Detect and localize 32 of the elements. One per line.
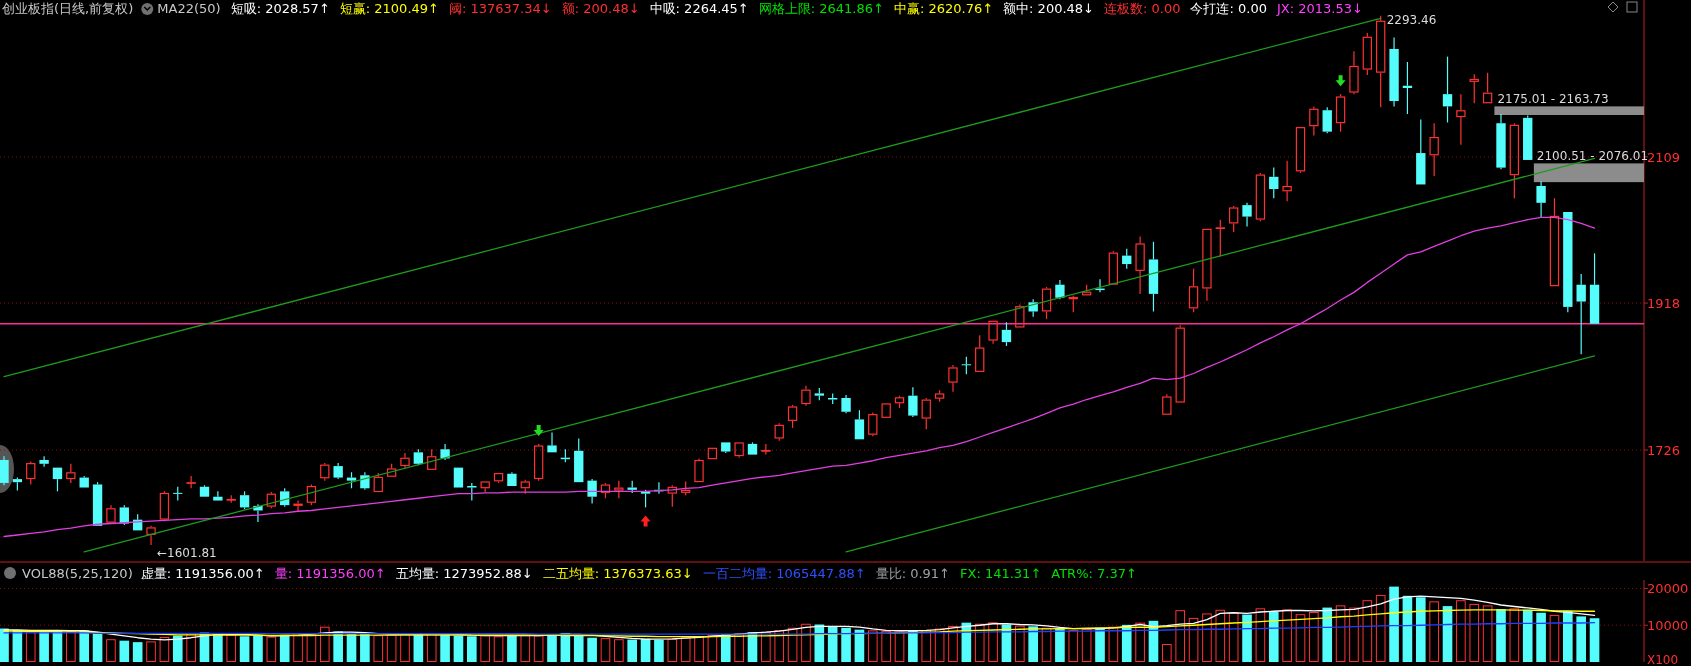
annotation: 连板数: 0.00: [1104, 1, 1181, 16]
annotation: 量: 1191356.00↑: [274, 566, 386, 581]
y-tick-label: 10000: [1647, 618, 1689, 634]
annotation: 2293.46: [1386, 12, 1437, 27]
annotation: 虚量: 1191356.00↑: [140, 566, 265, 581]
annotation: 额: 200.48↓: [561, 1, 640, 16]
annotation: ATR%: 7.37↑: [1051, 566, 1137, 581]
y-tick-label: 1918: [1647, 296, 1681, 312]
y-tick-label: 1726: [1647, 443, 1681, 459]
chart-title: 创业板指(日线,前复权): [2, 1, 134, 16]
band-label: 2175.01 - 2163.73: [1497, 92, 1609, 107]
annotation: 网格上限: 2641.86↑: [758, 1, 884, 16]
annotation: 二五均量: 1376373.63↓: [542, 566, 693, 581]
annotation: JX: 2013.53↓: [1275, 1, 1363, 16]
annotation: 短吸: 2028.57↑: [230, 1, 330, 16]
annotation: 额中: 200.48↓: [1003, 1, 1095, 16]
annotation: 短赢: 2100.49↑: [339, 1, 439, 16]
annotation: 五均量: 1273952.88↓: [395, 566, 533, 581]
chart-title: VOL88(5,25,120): [22, 566, 133, 581]
y-tick-label: 2109: [1647, 149, 1681, 165]
annotation: ←1601.81: [157, 546, 217, 561]
annotation: 阈: 137637.34↓: [448, 1, 552, 16]
annotation: 中吸: 2264.45↑: [649, 1, 749, 16]
annotation: 量比: 0.91↑: [875, 566, 950, 581]
annotation: 今打连: 0.00: [1190, 1, 1267, 16]
annotation: 一百二均量: 1065447.88↑: [702, 566, 866, 581]
annotation: FX: 141.31↑: [960, 566, 1042, 581]
annotation: 中赢: 2620.76↑: [893, 1, 994, 16]
annotation: MA22(50): [157, 1, 221, 16]
y-axis-title: X100: [1647, 653, 1679, 666]
y-tick-label: 20000: [1647, 581, 1689, 597]
band-label: 2100.51 - 2076.01: [1536, 149, 1649, 164]
